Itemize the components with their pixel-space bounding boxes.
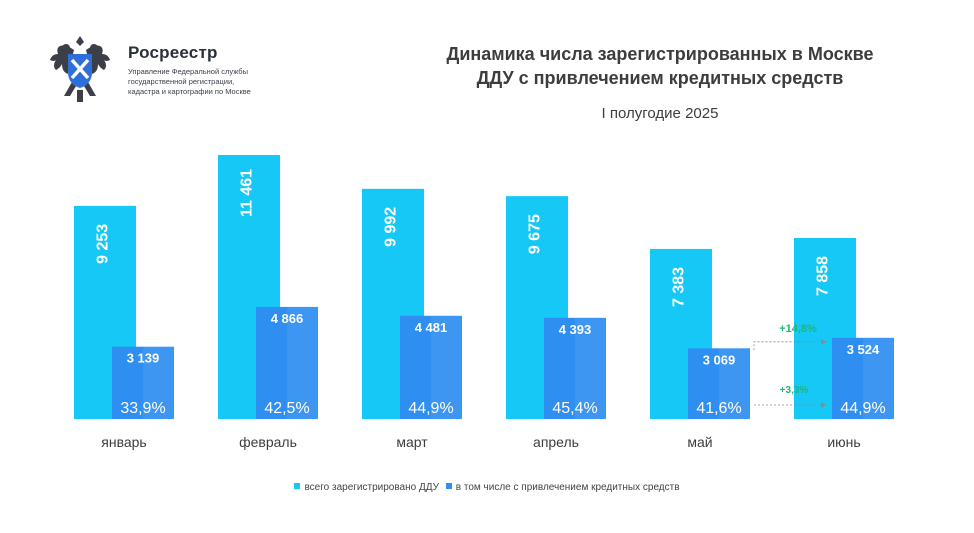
- growth-annotation: +14,8%: [779, 323, 817, 335]
- bar-credit: [112, 346, 174, 419]
- bar-credit-share: 33,9%: [120, 400, 165, 417]
- rosreestr-logo: Росреестр Управление Федеральной службы …: [44, 30, 284, 110]
- bar-credit-share: 45,4%: [552, 400, 597, 417]
- bar-credit-shade: [287, 306, 318, 419]
- brand-subtitle-line: Управление Федеральной службы: [128, 67, 248, 76]
- bar-credit: [400, 315, 462, 419]
- bar-credit-label: 4 866: [271, 311, 304, 326]
- bar-credit-label: 3 139: [127, 351, 160, 366]
- legend-item-total: всего зарегистрировано ДДУ: [294, 482, 439, 493]
- legend-swatch-total: [294, 483, 301, 489]
- bar-credit: [832, 337, 894, 419]
- bar-total-label: 9 992: [383, 207, 400, 247]
- bar-credit: [688, 348, 750, 419]
- bar-total-label: 7 383: [671, 267, 688, 307]
- bar-credit-shade: [431, 315, 462, 419]
- brand-name: Росреестр: [128, 43, 218, 62]
- arrow-icon: [821, 338, 826, 345]
- chart-legend: всего зарегистрировано ДДУ в том числе с…: [0, 482, 974, 493]
- legend-swatch-credit: [445, 483, 452, 489]
- legend-label-total: всего зарегистрировано ДДУ: [304, 482, 439, 493]
- arrow-icon: [821, 402, 826, 408]
- bar-total-label: 9 253: [95, 224, 112, 264]
- bar-credit-shade: [863, 337, 894, 419]
- bar-credit-share: 42,5%: [264, 400, 309, 417]
- brand-subtitle: Управление Федеральной службы государств…: [128, 67, 288, 97]
- bar-credit-shade: [719, 348, 750, 419]
- bar-credit-share: 44,9%: [408, 400, 453, 417]
- bar-total-label: 11 461: [239, 169, 256, 217]
- legend-label-credit: в том числе с привлечением кредитных сре…: [455, 482, 680, 493]
- category-label: февраль: [239, 434, 297, 450]
- bar-credit-share: 44,9%: [840, 400, 885, 417]
- growth-connector-line: [753, 341, 826, 351]
- chart-title-line: ДДУ с привлечением кредитных средств: [476, 68, 844, 88]
- category-label: январь: [101, 434, 146, 450]
- bar-credit: [544, 317, 606, 419]
- chart-title-line: Динамика числа зарегистрированных в Моск…: [446, 44, 874, 64]
- legend-item-credit: в том числе с привлечением кредитных сре…: [445, 482, 680, 493]
- bar-credit-label: 4 393: [559, 322, 592, 337]
- bar-credit: [256, 306, 318, 419]
- bar-credit-share: 41,6%: [696, 400, 741, 417]
- category-label: июнь: [827, 434, 860, 450]
- category-label: март: [396, 434, 428, 450]
- bar-total-label: 9 675: [527, 214, 544, 254]
- chart-title: Динамика числа зарегистрированных в Моск…: [370, 42, 950, 90]
- brand-subtitle-line: кадастра и картографии по Москве: [128, 87, 251, 96]
- bar-credit-shade: [575, 317, 606, 419]
- chart-subtitle: I полугодие 2025: [601, 105, 719, 122]
- bar-credit-label: 4 481: [415, 320, 448, 335]
- bar-credit-label: 3 069: [703, 352, 736, 367]
- brand-subtitle-line: государственной регистрации,: [128, 77, 235, 86]
- bar-credit-label: 3 524: [847, 342, 880, 357]
- growth-annotation: +3,3%: [780, 385, 809, 396]
- bar-total-label: 7 858: [815, 256, 832, 296]
- double-headed-eagle-icon: [50, 36, 110, 102]
- bar-credit-shade: [143, 346, 174, 419]
- category-label: апрель: [533, 434, 579, 450]
- category-label: май: [687, 434, 712, 450]
